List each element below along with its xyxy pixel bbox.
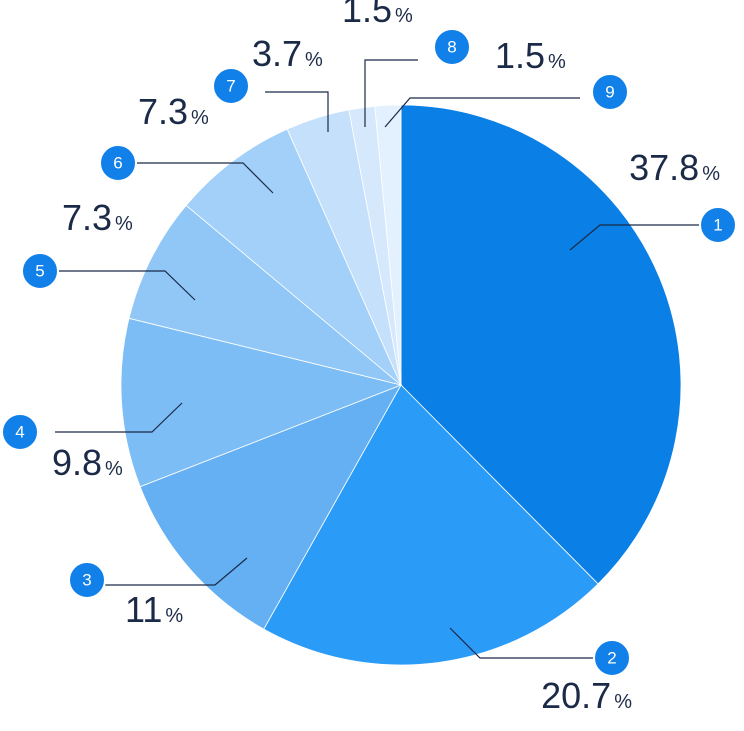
value-label: 7.3% xyxy=(138,91,209,132)
value-label: 11% xyxy=(125,589,183,630)
category-label: 5 xyxy=(35,262,44,281)
badge xyxy=(593,639,631,677)
category-label: 8 xyxy=(447,38,456,57)
pie-slice xyxy=(128,204,402,386)
badge xyxy=(699,206,737,244)
value-unit: % xyxy=(305,49,323,71)
value-number: 20.7 xyxy=(541,675,611,716)
leader-line xyxy=(55,402,183,433)
category-label: 9 xyxy=(605,83,614,102)
badge xyxy=(21,252,59,290)
category-label: 4 xyxy=(15,423,24,442)
pie-slice xyxy=(263,384,599,666)
value-number: 7.3 xyxy=(138,91,188,132)
badge xyxy=(433,28,471,66)
leader-line xyxy=(449,627,595,659)
value-label: 7.3% xyxy=(62,197,133,238)
value-number: 11 xyxy=(125,589,162,630)
value-label: 9.8% xyxy=(52,442,123,483)
value-number: 37.8 xyxy=(629,147,699,188)
category-label: 2 xyxy=(607,649,616,668)
value-unit: % xyxy=(614,691,632,713)
value-number: 1.5 xyxy=(495,35,545,76)
category-label: 1 xyxy=(713,216,722,235)
category-label: 7 xyxy=(226,77,235,96)
leader-line xyxy=(105,557,248,586)
value-unit: % xyxy=(548,51,566,73)
value-unit: % xyxy=(115,213,133,235)
value-label: 20.7% xyxy=(541,675,632,716)
value-unit: % xyxy=(702,163,720,185)
badge xyxy=(212,67,250,105)
value-number: 3.7 xyxy=(252,33,302,74)
leader-line xyxy=(364,59,418,127)
value-number: 7.3 xyxy=(62,197,112,238)
badge xyxy=(99,144,137,182)
badge xyxy=(68,561,106,599)
pie-slice xyxy=(120,317,403,488)
badge xyxy=(591,73,629,111)
pie-slice xyxy=(185,128,402,386)
value-label: 1.5% xyxy=(342,0,413,30)
value-unit: % xyxy=(165,605,183,627)
category-label: 3 xyxy=(82,571,91,590)
leader-line xyxy=(384,97,580,128)
value-unit: % xyxy=(105,458,123,480)
leader-line xyxy=(58,270,196,301)
leader-line xyxy=(569,224,700,251)
category-label: 6 xyxy=(113,154,122,173)
value-label: 3.7% xyxy=(252,33,323,74)
leader-line xyxy=(265,91,329,132)
value-number: 1.5 xyxy=(342,0,392,30)
value-label: 37.8% xyxy=(629,147,720,188)
badge xyxy=(1,413,39,451)
value-number: 9.8 xyxy=(52,442,102,483)
pie-slice xyxy=(374,104,402,386)
value-unit: % xyxy=(395,5,413,27)
value-unit: % xyxy=(191,107,209,129)
pie-slice xyxy=(139,384,402,630)
leader-line xyxy=(135,162,274,194)
value-label: 1.5% xyxy=(495,35,566,76)
